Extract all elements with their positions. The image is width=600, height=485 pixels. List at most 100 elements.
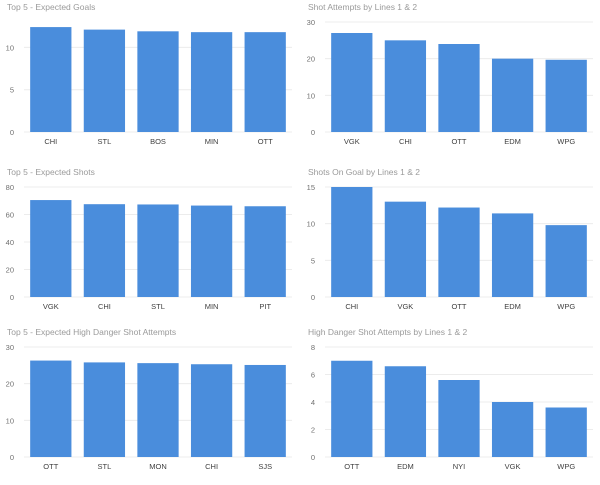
y-tick-label: 10 (307, 91, 315, 100)
bar-chi[interactable] (190, 364, 233, 457)
x-category-label: SJS (258, 462, 272, 471)
y-tick-label: 20 (307, 55, 315, 64)
x-category-label: OTT (452, 137, 467, 146)
x-category-label: WPG (557, 462, 575, 471)
y-tick-label: 30 (307, 18, 315, 27)
chart-panel-shot-attempts: Shot Attempts by Lines 1 & 2 0 10 20 30 VGK C… (303, 0, 598, 160)
chart-panel-expected-high-danger: Top 5 - Expected High Danger Shot Attemp… (2, 325, 297, 485)
chart-title: Shots On Goal by Lines 1 & 2 (308, 167, 420, 177)
bar-vgk[interactable] (30, 200, 72, 297)
chart-title: High Danger Shot Attempts by Lines 1 & 2 (308, 327, 468, 337)
bar-wpg[interactable] (545, 59, 587, 133)
y-tick-label: 8 (311, 343, 315, 352)
bar-chi[interactable] (331, 187, 373, 297)
x-category-label: MIN (205, 302, 219, 311)
x-category-label: CHI (399, 137, 412, 146)
y-tick-label: 6 (311, 371, 315, 380)
y-tick-label: 0 (311, 453, 315, 462)
x-category-label: VGK (43, 302, 59, 311)
y-tick-label: 10 (307, 220, 315, 229)
chart-panel-high-danger-attempts: High Danger Shot Attempts by Lines 1 & 2… (303, 325, 598, 485)
bar-chart-svg: 0 2 4 6 8 OTT EDM NYI VGK WPG (311, 343, 593, 471)
y-tick-label: 20 (6, 266, 14, 275)
x-category-label: VGK (505, 462, 521, 471)
bar-vgk[interactable] (491, 402, 534, 457)
bar-vgk[interactable] (331, 33, 373, 132)
y-tick-label: 0 (311, 128, 315, 137)
bar-ott[interactable] (331, 360, 373, 457)
x-category-label: STL (151, 302, 165, 311)
bar-mon[interactable] (137, 363, 179, 457)
x-category-label: MIN (205, 137, 219, 146)
y-tick-label: 0 (10, 128, 14, 137)
bar-stl[interactable] (137, 204, 179, 297)
x-category-label: CHI (345, 302, 358, 311)
bar-ott[interactable] (438, 44, 480, 132)
bar-ott[interactable] (438, 207, 480, 297)
bar-stl[interactable] (83, 362, 126, 457)
bar-min[interactable] (190, 32, 233, 132)
x-category-label: CHI (44, 137, 57, 146)
x-category-label: WPG (557, 137, 575, 146)
chart-title: Shot Attempts by Lines 1 & 2 (308, 2, 418, 12)
x-category-label: CHI (98, 302, 111, 311)
y-tick-label: 4 (311, 398, 315, 407)
x-category-label: PIT (259, 302, 271, 311)
x-category-label: EDM (504, 137, 521, 146)
y-tick-label: 60 (6, 211, 14, 220)
bar-edm[interactable] (491, 213, 534, 297)
y-tick-label: 0 (311, 293, 315, 302)
x-category-label: STL (98, 462, 112, 471)
x-category-label: BOS (150, 137, 166, 146)
bar-vgk[interactable] (384, 201, 427, 297)
y-tick-label: 5 (311, 256, 315, 265)
chart-title: Top 5 - Expected Shots (7, 167, 95, 177)
x-category-label: STL (98, 137, 112, 146)
bar-sjs[interactable] (244, 364, 286, 457)
bar-pit[interactable] (244, 206, 286, 297)
bar-min[interactable] (190, 205, 233, 297)
y-tick-label: 5 (10, 86, 14, 95)
bar-wpg[interactable] (545, 225, 587, 297)
x-category-label: OTT (258, 137, 273, 146)
chart-panel-expected-goals: Top 5 - Expected Goals 0 5 10 CHI STL BOS MIN O… (2, 0, 297, 160)
x-category-label: VGK (397, 302, 413, 311)
x-category-label: MON (149, 462, 167, 471)
chart-panel-expected-shots: Top 5 - Expected Shots 0 20 40 60 80 VGK CHI ST… (2, 165, 297, 325)
bar-chi[interactable] (83, 204, 126, 297)
bar-chart-svg: 0 10 20 30 OTT STL MON CHI SJS (6, 343, 292, 471)
x-category-label: EDM (397, 462, 414, 471)
y-tick-label: 10 (6, 416, 14, 425)
x-category-label: NYI (453, 462, 466, 471)
y-tick-label: 80 (6, 183, 14, 192)
bar-chi[interactable] (384, 40, 427, 133)
y-tick-label: 15 (307, 183, 315, 192)
x-category-label: VGK (344, 137, 360, 146)
bar-wpg[interactable] (545, 407, 587, 458)
y-tick-label: 20 (6, 380, 14, 389)
y-tick-label: 2 (311, 426, 315, 435)
y-tick-label: 0 (10, 453, 14, 462)
chart-title: Top 5 - Expected Goals (7, 2, 96, 12)
chart-panel-shots-on-goal: Shots On Goal by Lines 1 & 2 0 5 10 15 CHI VG… (303, 165, 598, 325)
bar-chi[interactable] (30, 27, 72, 133)
bar-chart-svg: 0 20 40 60 80 VGK CHI STL MIN PIT (6, 183, 292, 311)
bar-chart-svg: 0 10 20 30 VGK CHI OTT EDM WPG (307, 18, 593, 146)
bar-chart-svg: 0 5 10 15 CHI VGK OTT EDM WPG (307, 183, 593, 311)
bar-chart-svg: 0 5 10 CHI STL BOS MIN OTT (6, 27, 292, 146)
bar-ott[interactable] (30, 360, 72, 457)
bar-edm[interactable] (491, 58, 534, 132)
x-category-label: OTT (452, 302, 467, 311)
x-category-label: OTT (344, 462, 359, 471)
bar-nyi[interactable] (438, 380, 480, 457)
x-category-label: CHI (205, 462, 218, 471)
x-category-label: OTT (43, 462, 58, 471)
bar-stl[interactable] (83, 29, 126, 132)
x-category-label: EDM (504, 302, 521, 311)
y-tick-label: 30 (6, 343, 14, 352)
chart-title: Top 5 - Expected High Danger Shot Attemp… (7, 327, 177, 337)
bar-bos[interactable] (137, 31, 179, 132)
y-tick-label: 40 (6, 238, 14, 247)
bar-ott[interactable] (244, 32, 286, 132)
bar-edm[interactable] (384, 366, 427, 457)
